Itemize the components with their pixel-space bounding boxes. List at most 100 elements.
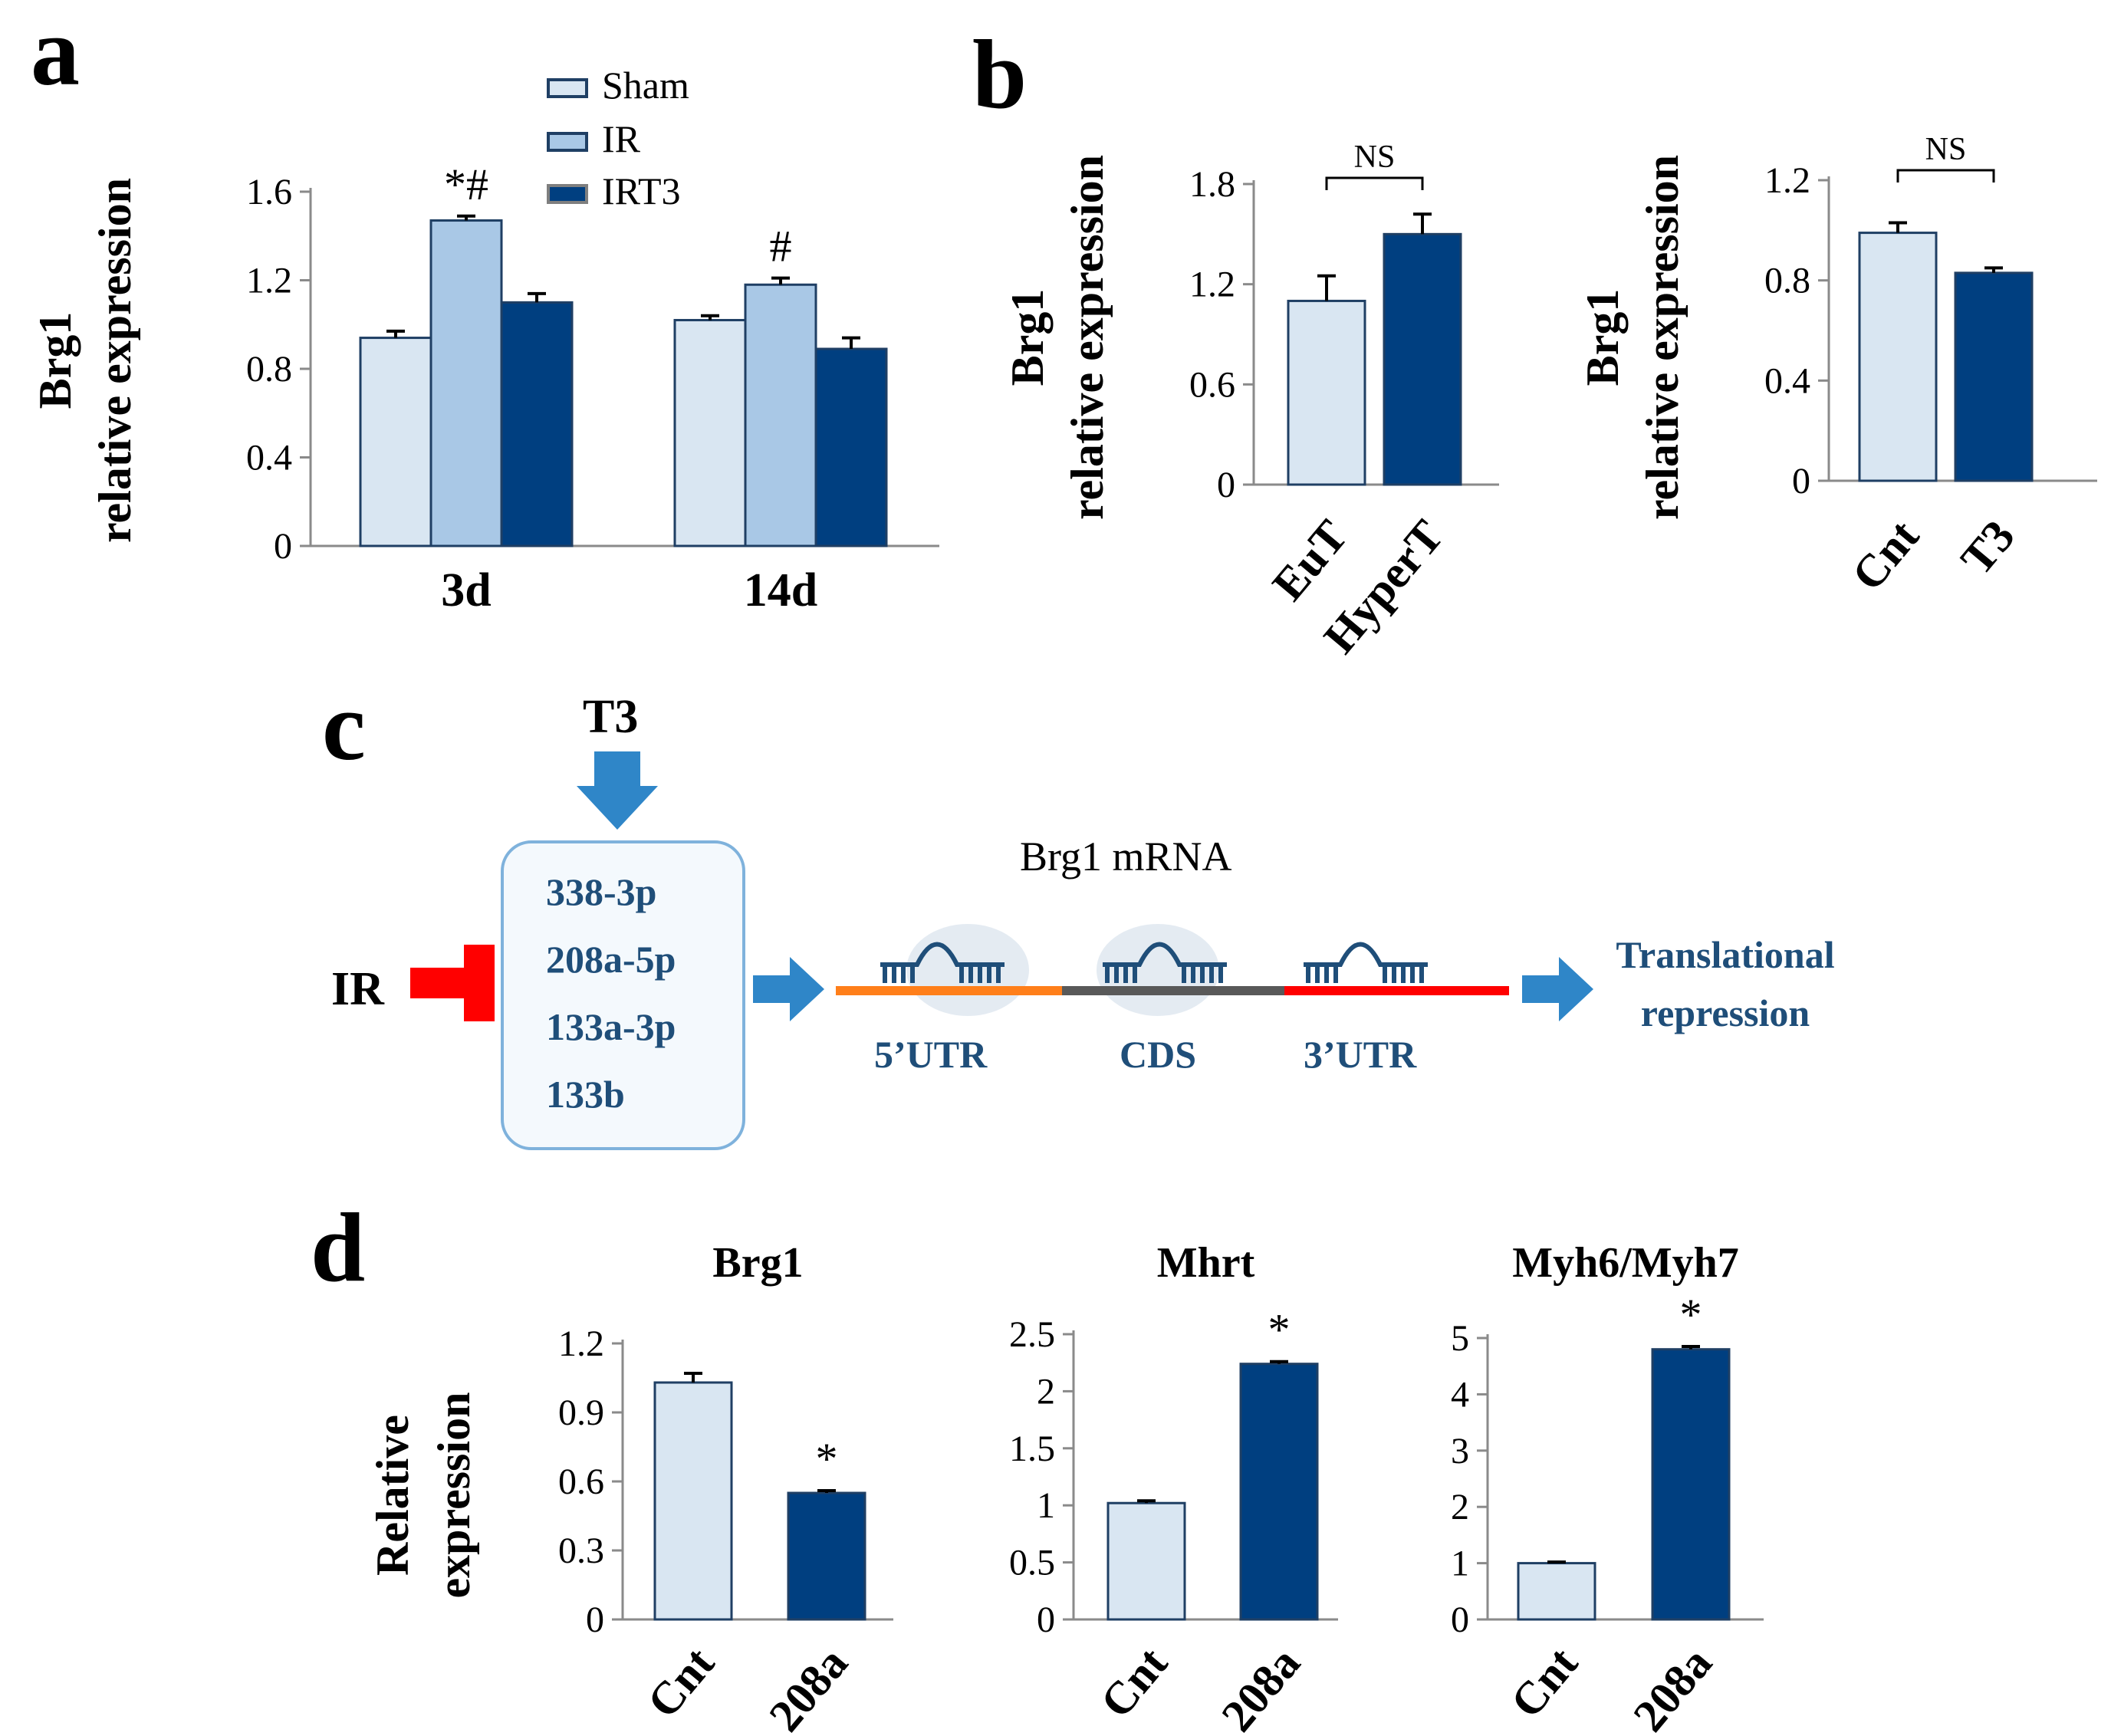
bar bbox=[1383, 232, 1462, 486]
mirna-binding-icon bbox=[880, 942, 1005, 983]
ir-inhibit-cap bbox=[464, 945, 495, 1021]
legend-swatch bbox=[547, 132, 588, 152]
y-tick-label: 5 bbox=[1451, 1318, 1469, 1359]
y-tick-label: 0 bbox=[586, 1600, 604, 1640]
region-label-cds: CDS bbox=[1120, 1033, 1196, 1076]
x-category-label: Cnt bbox=[1842, 511, 1929, 600]
y-tick-label: 0.8 bbox=[246, 349, 292, 390]
mrna-title: Brg1 mRNA bbox=[1020, 833, 1232, 880]
y-tick-label: 1 bbox=[1037, 1485, 1055, 1526]
y-tick-label: 2 bbox=[1037, 1371, 1055, 1412]
y-tick-label: 0 bbox=[274, 526, 292, 567]
y-tick-label: 0.5 bbox=[1009, 1543, 1055, 1583]
significance-mark: # bbox=[770, 222, 792, 271]
mirna-item: 208a-5p bbox=[546, 938, 676, 981]
chart-title: Myh6/Myh7 bbox=[1512, 1239, 1739, 1287]
y-tick-label: 0.4 bbox=[246, 438, 292, 478]
bar bbox=[744, 283, 817, 547]
x-category-label: 208a bbox=[759, 1638, 857, 1736]
y-tick-label: 0.8 bbox=[1764, 261, 1810, 301]
mirna-box bbox=[501, 840, 745, 1150]
y-tick-label: 1.2 bbox=[1189, 265, 1235, 305]
bar bbox=[359, 337, 432, 547]
chart-title: Brg1 bbox=[712, 1239, 803, 1287]
significance-mark: * bbox=[816, 1434, 838, 1484]
panel-label-d: d bbox=[311, 1193, 365, 1302]
mirna-binding-icon bbox=[1304, 942, 1428, 983]
y-tick-label: 1.5 bbox=[1009, 1429, 1055, 1469]
legend-swatch bbox=[547, 184, 588, 204]
mirna-item: 133a-3p bbox=[546, 1005, 676, 1048]
y-tick-label: 1.2 bbox=[558, 1323, 604, 1364]
mirna-item: 133b bbox=[546, 1073, 625, 1116]
significance-mark: *# bbox=[444, 159, 488, 209]
diagram-ir-label: IR bbox=[331, 963, 385, 1015]
chart-d-myh: 0 1 2 3 4 5 Myh6/Myh7 Cnt * 208a bbox=[1451, 1239, 1764, 1736]
chart-d-mhrt: 0 0.5 1 1.5 2 2.5 Mhrt Cnt * 208a bbox=[1009, 1239, 1338, 1736]
y-tick-label: 1.2 bbox=[246, 261, 292, 301]
outcome-line: Translational bbox=[1616, 933, 1834, 976]
mechanism-diagram: T3 338-3p 208a-5p 133a-3p 133b IR Brg1 m… bbox=[331, 691, 1835, 1150]
y-axis-label: expression bbox=[429, 1392, 479, 1599]
t3-down-arrow bbox=[577, 751, 658, 830]
bar bbox=[673, 318, 747, 547]
x-category-label: T3 bbox=[1951, 511, 2024, 584]
bar bbox=[1954, 271, 2034, 482]
significance-bracket bbox=[1325, 176, 1424, 190]
bar bbox=[787, 1491, 866, 1621]
chart-title: Mhrt bbox=[1157, 1239, 1255, 1287]
x-category-label: 208a bbox=[1212, 1638, 1310, 1736]
bar bbox=[1517, 1562, 1596, 1621]
y-tick-label: 0.4 bbox=[1764, 360, 1810, 401]
y-tick-label: 0.6 bbox=[1189, 364, 1235, 405]
significance-mark: * bbox=[1268, 1305, 1291, 1355]
outcome-line: repression bbox=[1641, 991, 1810, 1034]
y-tick-label: 1.8 bbox=[1189, 164, 1235, 205]
x-category-label: Cnt bbox=[637, 1638, 724, 1727]
mirna-to-mrna-arrow bbox=[753, 957, 824, 1021]
y-tick-label: 3 bbox=[1451, 1431, 1469, 1471]
x-category-label: 3d bbox=[441, 564, 491, 616]
bar bbox=[1651, 1348, 1731, 1621]
significance-bracket bbox=[1896, 169, 1995, 182]
bracket-label: NS bbox=[1354, 140, 1396, 175]
bar bbox=[1239, 1363, 1319, 1621]
y-tick-label: 0 bbox=[1792, 461, 1810, 501]
panel-label-a: a bbox=[31, 0, 80, 106]
bar bbox=[429, 219, 503, 547]
mirna-item: 338-3p bbox=[546, 870, 656, 913]
legend-label: IR bbox=[602, 117, 641, 160]
bar bbox=[1106, 1501, 1186, 1621]
y-tick-label: 0 bbox=[1451, 1600, 1469, 1640]
bar bbox=[1287, 299, 1366, 486]
chart-b-right: 0 0.4 0.8 1.2 Brg1 relative expression Cnt T3 NS bbox=[1577, 132, 2097, 600]
bar bbox=[814, 347, 888, 547]
panel-label-b: b bbox=[972, 20, 1027, 129]
y-tick-label: 0.9 bbox=[558, 1392, 604, 1433]
y-tick-label: 2 bbox=[1451, 1487, 1469, 1527]
y-axis-label: relative expression bbox=[1637, 155, 1688, 520]
y-tick-label: 1 bbox=[1451, 1544, 1469, 1584]
ir-inhibit-bar bbox=[410, 968, 465, 998]
y-tick-label: 0 bbox=[1037, 1600, 1055, 1640]
x-category-label: Cnt bbox=[1501, 1638, 1587, 1727]
legend-label: Sham bbox=[602, 64, 689, 107]
bar bbox=[500, 301, 574, 547]
region-label-3utr: 3’UTR bbox=[1304, 1033, 1417, 1076]
y-tick-label: 0.3 bbox=[558, 1531, 604, 1571]
legend-label: IRT3 bbox=[602, 169, 681, 212]
x-category-label: 208a bbox=[1623, 1638, 1721, 1736]
y-axis-label: Brg1 bbox=[1577, 289, 1628, 386]
x-category-label: 14d bbox=[744, 564, 817, 616]
y-tick-label: 1.2 bbox=[1764, 160, 1810, 201]
y-axis-label: relative expression bbox=[1062, 155, 1113, 520]
y-axis-label: Brg1 bbox=[30, 312, 81, 409]
y-axis-label: Brg1 bbox=[1002, 289, 1053, 386]
region-label-5utr: 5’UTR bbox=[874, 1033, 988, 1076]
chart-d-brg1: 0 0.3 0.6 0.9 1.2 Relative expression Brg1 Cnt * 2… bbox=[367, 1239, 893, 1736]
binding-site-halo bbox=[906, 924, 1029, 1016]
legend-swatch bbox=[547, 78, 588, 98]
significance-mark: * bbox=[1680, 1290, 1702, 1340]
